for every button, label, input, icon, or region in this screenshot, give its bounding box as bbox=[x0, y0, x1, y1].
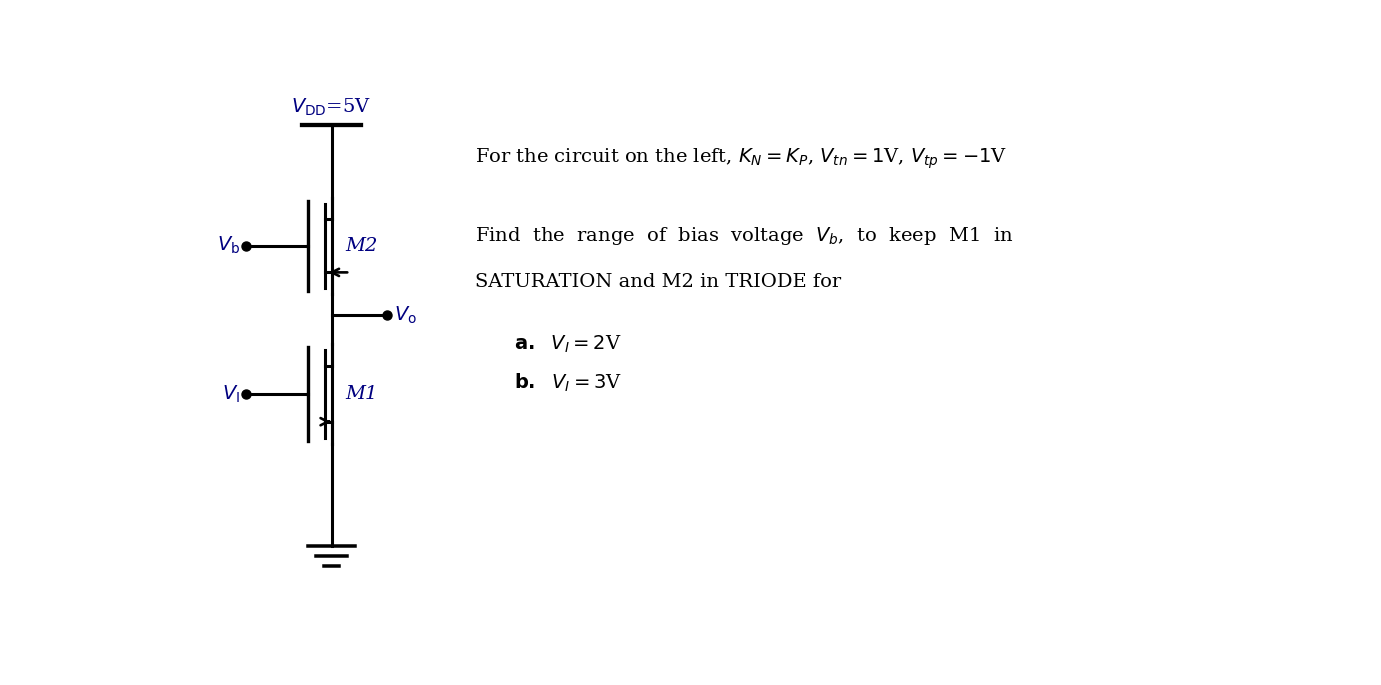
Text: For the circuit on the left, $K_N$$=$$K_P$, $V_{tn}$$=$$1$V, $V_{tp}$$=$$-1$V: For the circuit on the left, $K_N$$=$$K_… bbox=[475, 147, 1007, 171]
Text: $\mathbf{b.}$  $V_I$$=$$3$V: $\mathbf{b.}$ $V_I$$=$$3$V bbox=[514, 371, 621, 394]
Text: M2: M2 bbox=[345, 237, 378, 255]
Text: $\mathbf{a.}$  $V_I$$=$$2$V: $\mathbf{a.}$ $V_I$$=$$2$V bbox=[514, 334, 621, 355]
Text: SATURATION and M2 in TRIODE for: SATURATION and M2 in TRIODE for bbox=[475, 273, 841, 291]
Text: $V_{\rm I}$: $V_{\rm I}$ bbox=[222, 384, 240, 405]
Text: $V_{\rm o}$: $V_{\rm o}$ bbox=[394, 304, 417, 326]
Text: Find  the  range  of  bias  voltage  $V_b$,  to  keep  M1  in: Find the range of bias voltage $V_b$, to… bbox=[475, 225, 1014, 247]
Text: M1: M1 bbox=[345, 385, 378, 403]
Text: $V_{\rm b}$: $V_{\rm b}$ bbox=[217, 235, 240, 256]
Text: $V_{\rm DD}$=5V: $V_{\rm DD}$=5V bbox=[291, 97, 371, 119]
